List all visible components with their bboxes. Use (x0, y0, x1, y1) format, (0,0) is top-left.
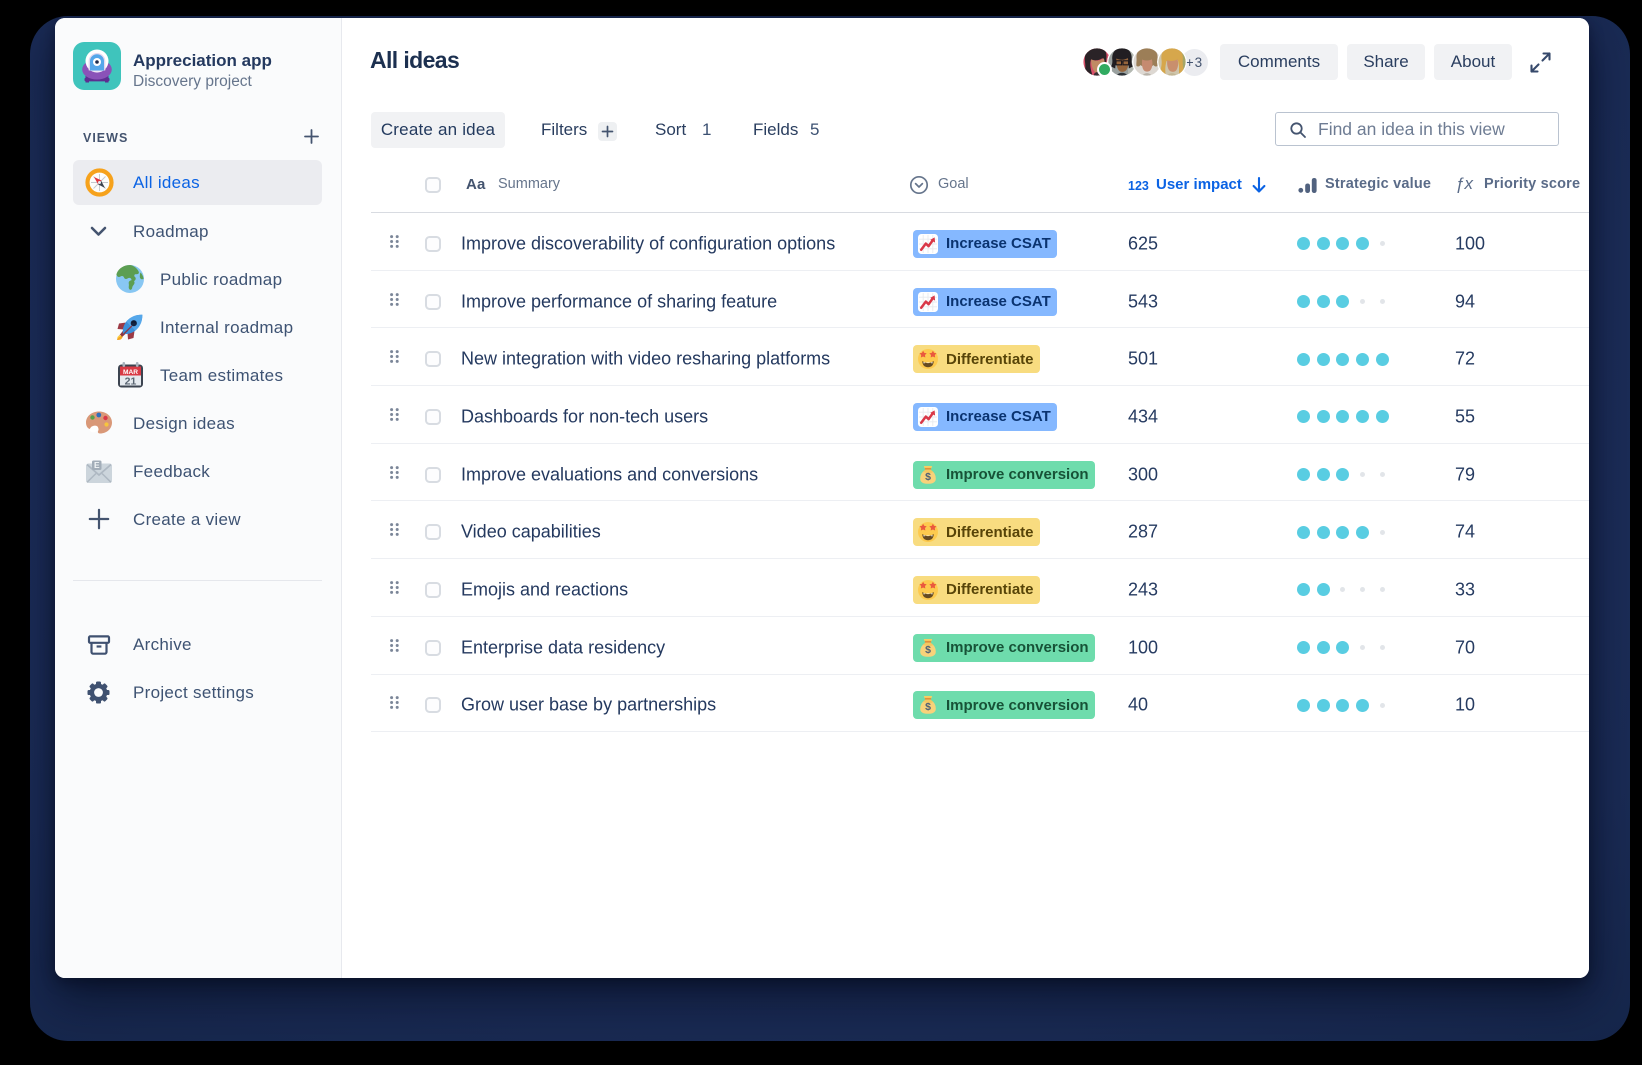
svg-text:$: $ (925, 471, 931, 483)
svg-text:MAR: MAR (123, 369, 138, 376)
svg-text:$: $ (925, 644, 931, 656)
svg-text:$: $ (925, 702, 931, 714)
svg-text:21: 21 (125, 376, 137, 388)
svg-text:E: E (94, 460, 100, 470)
